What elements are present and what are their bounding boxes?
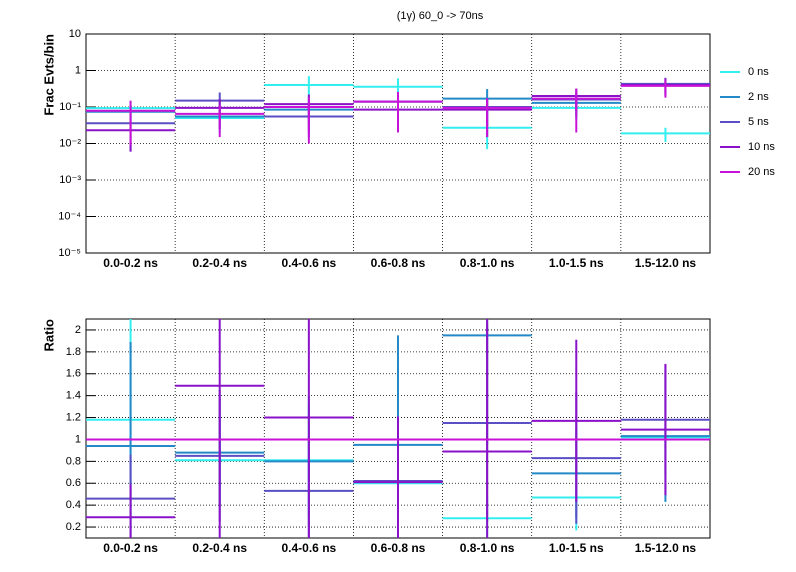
x-tick-label: 0.0-0.2 ns (103, 256, 158, 270)
x-tick-label: 1.5-12.0 ns (635, 256, 697, 270)
legend-label: 2 ns (748, 91, 769, 103)
legend-label: 20 ns (748, 166, 775, 178)
y-tick-label: 10 (69, 28, 81, 40)
y-tick-label: 1 (75, 64, 81, 76)
y-tick-label: 10⁻³ (59, 174, 81, 186)
y-tick-label: 0.8 (66, 455, 81, 467)
y-tick-label: 1.2 (66, 411, 81, 423)
y-tick-label: 10⁻² (59, 137, 81, 149)
y-tick-label: 10⁻⁴ (58, 210, 81, 222)
y-tick-label: 0.2 (66, 521, 81, 533)
x-tick-label: 1.0-1.5 ns (549, 541, 604, 555)
y-tick-label: 1.8 (66, 346, 81, 358)
y-tick-label: 2 (75, 324, 81, 336)
x-tick-label: 0.6-0.8 ns (371, 541, 426, 555)
y-tick-label: 1 (75, 433, 81, 445)
x-tick-label: 0.8-1.0 ns (460, 256, 515, 270)
y-tick-label: 0.6 (66, 477, 81, 489)
x-tick-label: 1.5-12.0 ns (635, 541, 697, 555)
y-axis-label: Frac Evts/bin (41, 34, 56, 116)
legend-label: 10 ns (748, 141, 775, 153)
y-tick-label: 10⁻⁵ (58, 247, 81, 259)
legend-label: 5 ns (748, 116, 769, 128)
x-tick-label: 0.2-0.4 ns (192, 541, 247, 555)
y-tick-label: 0.4 (66, 499, 81, 511)
x-tick-label: 0.4-0.6 ns (282, 256, 337, 270)
x-tick-label: 0.0-0.2 ns (103, 541, 158, 555)
x-tick-label: 0.6-0.8 ns (371, 256, 426, 270)
y-axis-label: Ratio (41, 319, 56, 352)
x-tick-label: 0.4-0.6 ns (282, 541, 337, 555)
x-tick-label: 0.8-1.0 ns (460, 541, 515, 555)
x-tick-label: 1.0-1.5 ns (549, 256, 604, 270)
y-tick-label: 1.6 (66, 368, 81, 380)
legend-label: 0 ns (748, 66, 769, 78)
plot-frame (85, 33, 711, 254)
y-tick-label: 1.4 (66, 390, 81, 402)
y-tick-label: 10⁻¹ (59, 101, 81, 113)
x-tick-label: 0.2-0.4 ns (192, 256, 247, 270)
chart-title: (1γ) 60_0 -> 70ns (397, 10, 484, 22)
